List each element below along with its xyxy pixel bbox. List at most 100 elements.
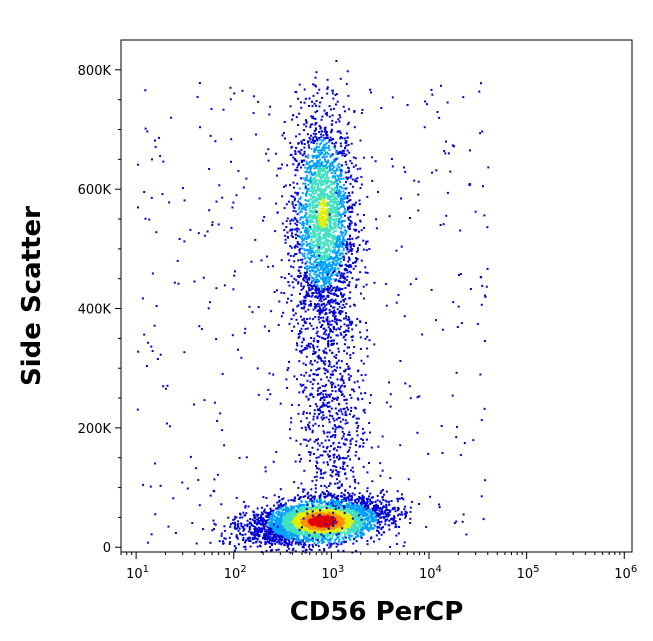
event-dot: [267, 533, 270, 536]
event-dot: [331, 172, 333, 174]
event-dot: [312, 251, 314, 254]
event-dot: [299, 275, 302, 278]
event-dot: [304, 257, 306, 260]
event-dot: [346, 242, 349, 245]
event-dot: [338, 120, 341, 123]
event-dot: [327, 196, 330, 199]
event-dot: [323, 283, 326, 286]
event-dot: [335, 141, 338, 144]
event-dot: [320, 311, 323, 314]
event-dot: [307, 267, 310, 270]
event-dot: [320, 176, 323, 179]
event-dot: [321, 216, 324, 219]
event-dot: [391, 508, 394, 511]
event-dot: [317, 318, 320, 321]
event-dot: [251, 524, 253, 527]
event-dot: [279, 522, 282, 525]
event-dot: [340, 310, 343, 313]
event-dot: [353, 529, 356, 532]
event-dot: [319, 152, 322, 155]
event-dot: [338, 185, 341, 188]
event-dot: [288, 517, 291, 520]
event-dot: [287, 507, 290, 509]
event-dot: [315, 204, 318, 207]
event-dot: [334, 289, 337, 292]
event-dot: [315, 157, 318, 160]
event-dot: [371, 179, 374, 182]
event-dot: [338, 252, 341, 255]
event-dot: [309, 198, 312, 201]
event-dot: [330, 532, 333, 535]
event-dot: [338, 302, 341, 305]
event-dot: [324, 223, 327, 226]
event-dot: [302, 550, 304, 553]
event-dot: [337, 215, 340, 217]
event-dot: [330, 242, 333, 245]
event-dot: [383, 511, 386, 514]
event-dot: [310, 254, 313, 257]
event-dot: [309, 300, 312, 303]
event-dot: [394, 526, 397, 529]
event-dot: [328, 279, 331, 282]
event-dot: [305, 290, 308, 293]
event-dot: [344, 239, 347, 242]
event-dot: [319, 220, 321, 223]
event-dot: [324, 253, 327, 256]
event-dot: [314, 181, 317, 184]
event-dot: [339, 213, 342, 216]
event-dot: [333, 266, 336, 269]
event-dot: [336, 507, 338, 510]
event-dot: [330, 234, 333, 237]
event-dot: [375, 518, 377, 521]
event-dot: [334, 200, 337, 203]
event-dot: [331, 138, 334, 141]
event-dot: [338, 211, 341, 214]
event-dot: [308, 203, 311, 206]
event-dot: [348, 170, 351, 173]
event-dot: [331, 162, 334, 165]
event-dot: [339, 132, 342, 135]
event-dot: [275, 533, 278, 536]
event-dot: [328, 218, 331, 221]
event-dot: [304, 179, 307, 182]
event-dot: [314, 315, 317, 318]
event-dot: [298, 251, 301, 254]
event-dot: [325, 352, 328, 355]
event-dot: [330, 200, 333, 203]
event-dot: [322, 269, 325, 272]
event-dot: [251, 518, 254, 521]
event-dot: [317, 274, 320, 277]
event-dot: [333, 234, 336, 237]
event-dot: [320, 258, 323, 261]
event-dot: [328, 257, 331, 260]
event-dot: [324, 201, 327, 204]
event-dot: [317, 291, 320, 294]
event-dot: [320, 204, 323, 207]
event-dot: [337, 234, 340, 237]
event-dot: [309, 193, 312, 196]
event-dot: [332, 208, 335, 211]
event-dot: [304, 227, 307, 230]
event-dot: [313, 227, 316, 230]
event-dot: [340, 216, 343, 219]
event-dot: [326, 78, 329, 81]
event-dot: [262, 517, 265, 520]
event-dot: [336, 209, 339, 211]
event-dot: [329, 250, 332, 253]
event-dot: [242, 536, 245, 539]
event-dot: [347, 266, 350, 269]
event-dot: [233, 549, 236, 552]
event-dot: [302, 239, 305, 242]
event-dot: [263, 527, 266, 530]
event-dot: [337, 540, 340, 543]
event-dot: [326, 242, 329, 244]
event-dot: [390, 500, 393, 502]
event-dot: [340, 243, 343, 246]
event-dot: [347, 256, 350, 259]
event-dot: [298, 211, 301, 214]
event-dot: [239, 513, 242, 516]
event-dot: [341, 137, 344, 140]
event-dot: [310, 193, 313, 196]
event-dot: [320, 241, 323, 244]
event-dot: [348, 318, 351, 321]
